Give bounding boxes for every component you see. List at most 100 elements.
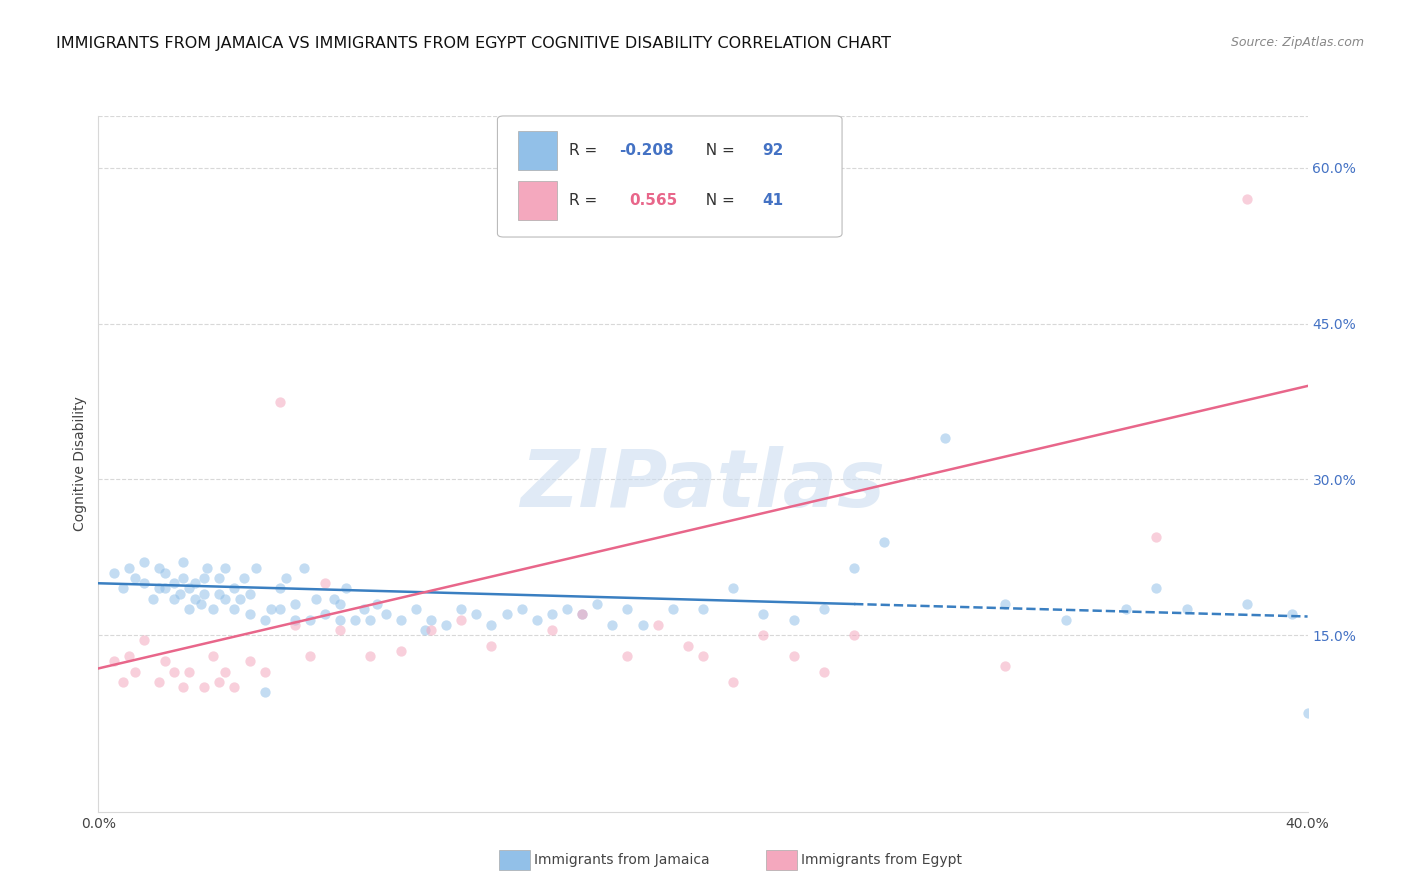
- Point: [284, 617, 307, 632]
- Point: [844, 560, 866, 574]
- Point: [616, 648, 638, 663]
- Point: [526, 613, 548, 627]
- Point: [994, 597, 1017, 611]
- Point: [314, 607, 336, 622]
- Point: [153, 582, 176, 596]
- Point: [723, 674, 745, 689]
- Point: [172, 556, 194, 570]
- Point: [163, 576, 186, 591]
- Point: [292, 560, 315, 574]
- Point: [420, 613, 443, 627]
- Text: IMMIGRANTS FROM JAMAICA VS IMMIGRANTS FROM EGYPT COGNITIVE DISABILITY CORRELATIO: IMMIGRANTS FROM JAMAICA VS IMMIGRANTS FR…: [56, 36, 891, 51]
- Point: [676, 639, 699, 653]
- Point: [195, 560, 218, 574]
- Point: [148, 674, 170, 689]
- Point: [208, 674, 231, 689]
- Point: [193, 587, 215, 601]
- Point: [299, 613, 322, 627]
- Point: [586, 597, 609, 611]
- Point: [783, 648, 806, 663]
- Point: [153, 566, 176, 580]
- Point: [103, 566, 125, 580]
- Point: [934, 431, 956, 445]
- Point: [323, 591, 346, 606]
- Point: [374, 607, 396, 622]
- Point: [224, 680, 246, 694]
- Point: [602, 617, 624, 632]
- Point: [179, 582, 201, 596]
- Point: [783, 613, 806, 627]
- Point: [752, 607, 775, 622]
- Point: [193, 571, 215, 585]
- Point: [405, 602, 427, 616]
- Text: Immigrants from Egypt: Immigrants from Egypt: [801, 853, 963, 867]
- Point: [118, 648, 141, 663]
- Point: [111, 582, 134, 596]
- Point: [994, 659, 1017, 673]
- Point: [692, 648, 714, 663]
- Text: -0.208: -0.208: [620, 143, 675, 158]
- Text: Immigrants from Jamaica: Immigrants from Jamaica: [534, 853, 710, 867]
- Point: [752, 628, 775, 642]
- Point: [692, 602, 714, 616]
- Point: [253, 685, 276, 699]
- Text: R =: R =: [569, 143, 602, 158]
- Point: [202, 648, 225, 663]
- Point: [481, 639, 503, 653]
- Text: ZIPatlas: ZIPatlas: [520, 446, 886, 524]
- Point: [353, 602, 375, 616]
- FancyBboxPatch shape: [517, 181, 557, 219]
- Point: [172, 571, 194, 585]
- Point: [202, 602, 225, 616]
- Point: [314, 576, 336, 591]
- Point: [329, 597, 352, 611]
- Point: [465, 607, 488, 622]
- Point: [329, 613, 352, 627]
- Text: N =: N =: [696, 143, 740, 158]
- Point: [224, 602, 246, 616]
- Point: [344, 613, 367, 627]
- Point: [571, 607, 593, 622]
- Point: [163, 591, 186, 606]
- Text: 41: 41: [762, 193, 783, 208]
- Point: [495, 607, 517, 622]
- Point: [389, 644, 412, 658]
- Point: [153, 654, 176, 668]
- Point: [1296, 706, 1319, 720]
- Point: [450, 613, 472, 627]
- Point: [1144, 529, 1167, 543]
- Point: [555, 602, 578, 616]
- Point: [299, 648, 322, 663]
- Point: [229, 591, 252, 606]
- Point: [260, 602, 283, 616]
- Point: [360, 613, 382, 627]
- Point: [253, 613, 276, 627]
- Point: [132, 633, 155, 648]
- Point: [420, 623, 443, 637]
- Point: [111, 674, 134, 689]
- Y-axis label: Cognitive Disability: Cognitive Disability: [73, 396, 87, 532]
- Point: [269, 582, 291, 596]
- Point: [1115, 602, 1137, 616]
- Point: [1144, 582, 1167, 596]
- Point: [481, 617, 503, 632]
- Text: 92: 92: [762, 143, 783, 158]
- Point: [329, 623, 352, 637]
- Point: [103, 654, 125, 668]
- Point: [616, 602, 638, 616]
- Point: [813, 665, 835, 679]
- FancyBboxPatch shape: [498, 116, 842, 237]
- Point: [269, 394, 291, 409]
- Point: [723, 582, 745, 596]
- Point: [413, 623, 436, 637]
- Point: [844, 628, 866, 642]
- Point: [284, 613, 307, 627]
- Point: [184, 576, 207, 591]
- Point: [540, 623, 562, 637]
- Point: [335, 582, 357, 596]
- Point: [208, 587, 231, 601]
- Point: [184, 591, 207, 606]
- Point: [253, 665, 276, 679]
- Point: [148, 582, 170, 596]
- Point: [1175, 602, 1198, 616]
